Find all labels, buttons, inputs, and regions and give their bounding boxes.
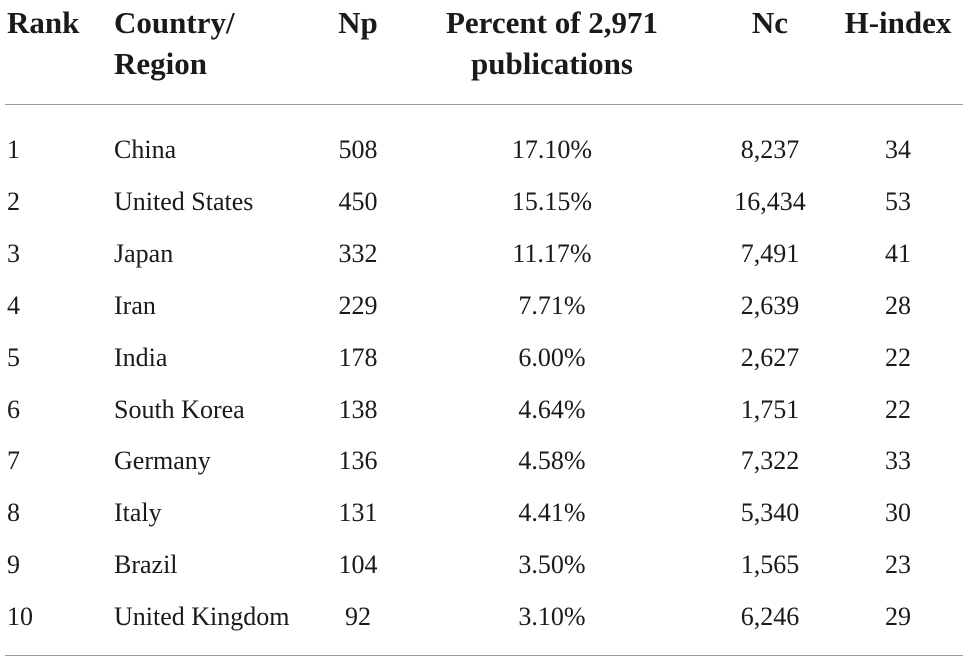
cell-country: Iran	[114, 290, 156, 320]
cell-percent: 3.10%	[518, 602, 586, 632]
cell-percent: 4.41%	[518, 498, 586, 528]
cell-percent: 15.15%	[511, 186, 593, 216]
cell-hindex: 53	[885, 186, 911, 216]
cell-percent: 6.00%	[518, 342, 586, 372]
cell-country: Brazil	[114, 550, 178, 580]
cell-country: Germany	[114, 446, 211, 476]
header-country-region: Country/ Region	[114, 2, 235, 84]
header-np: Np	[338, 5, 378, 40]
cell-np: 104	[338, 550, 378, 580]
header-percent-line1: Percent of 2,971	[445, 5, 659, 40]
table-header: Rank Country/ Region Np Percent of 2,971…	[0, 2, 968, 92]
cell-hindex: 34	[885, 135, 911, 164]
table-row: 6 South Korea 138 4.64% 1,751 22	[0, 395, 968, 447]
cell-nc: 1,751	[740, 394, 800, 424]
cell-country: South Korea	[114, 394, 245, 424]
cell-nc: 2,639	[740, 290, 800, 320]
cell-country: India	[114, 342, 168, 372]
cell-rank: 3	[7, 238, 20, 268]
header-country-line2: Region	[114, 46, 207, 81]
table-row: 4 Iran 229 7.71% 2,639 28	[0, 291, 968, 343]
cell-np: 332	[338, 238, 378, 268]
cell-nc: 8,237	[740, 135, 800, 164]
header-nc: Nc	[751, 5, 789, 40]
cell-hindex: 22	[885, 342, 911, 372]
cell-rank: 8	[7, 498, 20, 528]
cell-rank: 4	[7, 290, 20, 320]
header-percent: Percent of 2,971 publications	[412, 2, 692, 84]
cell-percent: 7.71%	[518, 290, 586, 320]
cell-nc: 5,340	[740, 498, 800, 528]
table-row: 9 Brazil 104 3.50% 1,565 23	[0, 550, 968, 602]
cell-np: 131	[338, 498, 378, 528]
cell-country: Japan	[114, 238, 174, 268]
table-row: 3 Japan 332 11.17% 7,491 41	[0, 239, 968, 291]
table-bottom-rule	[5, 655, 963, 656]
cell-nc: 2,627	[740, 342, 800, 372]
cell-hindex: 33	[885, 446, 911, 476]
header-percent-line2: publications	[471, 46, 633, 81]
cell-np: 229	[338, 290, 378, 320]
table-row: 2 United States 450 15.15% 16,434 53	[0, 187, 968, 239]
cell-percent: 11.17%	[512, 238, 592, 268]
cell-hindex: 28	[885, 290, 911, 320]
cell-nc: 16,434	[734, 186, 806, 216]
cell-percent: 4.58%	[518, 446, 586, 476]
table-row: 8 Italy 131 4.41% 5,340 30	[0, 498, 968, 550]
table-row: 10 United Kingdom 92 3.10% 6,246 29	[0, 602, 968, 654]
header-divider	[5, 104, 963, 105]
cell-np: 508	[338, 135, 378, 164]
cell-percent: 17.10%	[511, 135, 593, 164]
cell-rank: 7	[7, 446, 20, 476]
cell-hindex: 23	[885, 550, 911, 580]
cell-hindex: 41	[885, 238, 911, 268]
cell-country: United States	[114, 186, 254, 216]
table-row: 5 India 178 6.00% 2,627 22	[0, 343, 968, 395]
cell-rank: 9	[7, 550, 20, 580]
cell-hindex: 29	[885, 602, 911, 632]
table-row: 7 Germany 136 4.58% 7,322 33	[0, 446, 968, 498]
header-country-line1: Country/	[114, 5, 235, 40]
cell-rank: 2	[7, 186, 20, 216]
cell-nc: 7,491	[740, 238, 800, 268]
cell-nc: 7,322	[740, 446, 800, 476]
header-rank: Rank	[7, 5, 80, 40]
cell-rank: 10	[7, 602, 33, 632]
cell-rank: 5	[7, 342, 20, 372]
cell-np: 450	[338, 186, 378, 216]
cell-np: 136	[338, 446, 378, 476]
cell-rank: 1	[7, 135, 20, 164]
cell-rank: 6	[7, 394, 20, 424]
cell-np: 178	[338, 342, 378, 372]
table-row: 1 China 508 17.10% 8,237 34	[0, 135, 968, 187]
cell-np: 138	[338, 394, 378, 424]
cell-country: Italy	[114, 498, 162, 528]
cell-hindex: 22	[885, 394, 911, 424]
cell-country: United Kingdom	[114, 602, 290, 632]
cell-nc: 1,565	[740, 550, 800, 580]
header-hindex: H-index	[844, 5, 952, 40]
cell-nc: 6,246	[740, 602, 800, 632]
cell-percent: 4.64%	[518, 394, 586, 424]
cell-hindex: 30	[885, 498, 911, 528]
cell-np: 92	[345, 602, 371, 632]
cell-percent: 3.50%	[518, 550, 586, 580]
cell-country: China	[114, 135, 177, 164]
